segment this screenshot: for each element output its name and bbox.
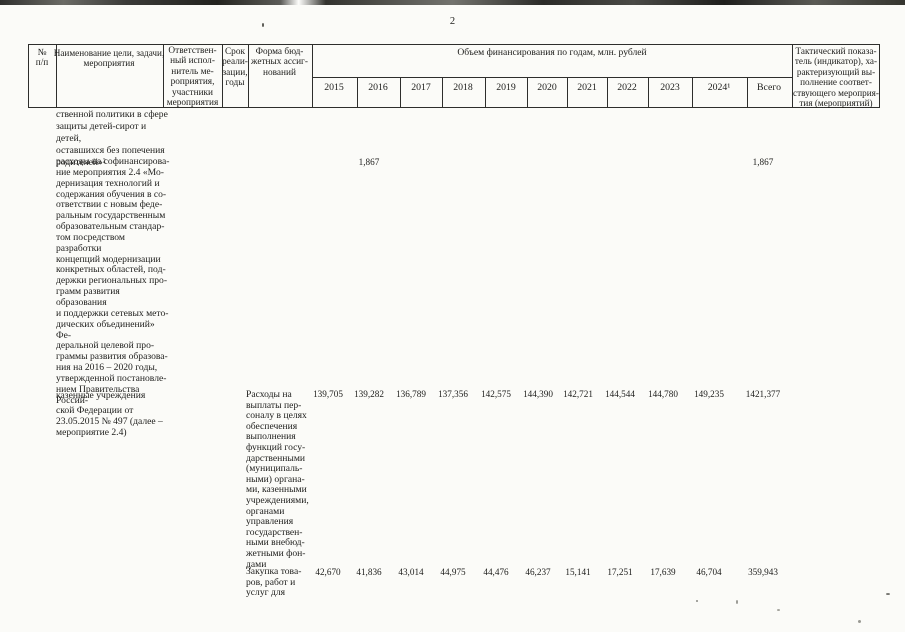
- table-gridline: [692, 77, 693, 108]
- table-gridline: [485, 77, 486, 108]
- header-cell-num: № п/п: [35, 48, 49, 69]
- header-year-label: 2023: [660, 82, 680, 93]
- header-cell-name: Наименование цели, задачи, мероприятия: [53, 48, 165, 69]
- scan-speck: [858, 620, 861, 623]
- table-gridline: [222, 44, 223, 108]
- funding-value: 17,639: [650, 567, 676, 577]
- header-cell-funding-title: Объем финансирования по годам, млн. рубл…: [457, 47, 647, 58]
- header-cell-responsible: Ответствен- ный испол- нитель ме- роприя…: [166, 46, 219, 109]
- table-gridline: [792, 44, 793, 108]
- funding-value: 46,704: [696, 567, 722, 577]
- funding-value: 136,789: [396, 389, 426, 399]
- header-year-label: 2024¹: [707, 82, 731, 93]
- funding-value: 359,943: [748, 567, 778, 577]
- table-gridline: [312, 44, 313, 108]
- table-gridline: [28, 107, 880, 108]
- header-year-label: 2017: [411, 82, 431, 93]
- scan-speck: [262, 23, 264, 27]
- table-gridline: [879, 44, 880, 108]
- header-year-label: 2019: [496, 82, 516, 93]
- funding-value: 142,575: [481, 389, 511, 399]
- row-kazennye-label: казенные учреждения: [56, 390, 146, 401]
- scan-speck: [696, 600, 698, 602]
- table-gridline: [527, 77, 528, 108]
- scan-speck: [736, 600, 738, 604]
- table-gridline: [163, 44, 164, 108]
- table-gridline: [357, 77, 358, 108]
- funding-value: 149,235: [694, 389, 724, 399]
- row-continuation-name-text: ственной политики в сфере защиты детей-с…: [56, 109, 168, 169]
- table-gridline: [28, 44, 880, 45]
- scan-speck: [777, 609, 780, 611]
- header-year-label: 2015: [324, 82, 344, 93]
- funding-value: 46,237: [525, 567, 551, 577]
- row-kazennye-budget-form: Расходы на выплаты пер- соналу в целях о…: [246, 389, 309, 570]
- table-gridline: [400, 77, 401, 108]
- table-gridline: [312, 77, 792, 78]
- row-measure-2-4-name-text: расходы на софинансирова- ние мероприяти…: [56, 156, 170, 439]
- funding-value: 144,780: [648, 389, 678, 399]
- row-zakupka-budget-form: Закупка това- ров, работ и услуг для: [246, 566, 302, 599]
- funding-value: 17,251: [607, 567, 633, 577]
- page-number: 2: [449, 16, 456, 27]
- funding-value: 144,390: [523, 389, 553, 399]
- funding-value: 142,721: [563, 389, 593, 399]
- table-gridline: [648, 77, 649, 108]
- scan-edge-band: [0, 0, 905, 5]
- funding-value: 1,867: [752, 157, 774, 167]
- header-year-label: 2022: [617, 82, 637, 93]
- funding-value: 139,705: [313, 389, 343, 399]
- table-gridline: [442, 77, 443, 108]
- table-gridline: [28, 44, 29, 108]
- header-year-label: 2018: [453, 82, 473, 93]
- funding-value: 137,356: [438, 389, 468, 399]
- funding-value: 43,014: [398, 567, 424, 577]
- header-year-label: 2020: [537, 82, 557, 93]
- funding-value: 15,141: [565, 567, 591, 577]
- header-cell-indicator: Тактический показа- тель (индикатор), ха…: [793, 46, 879, 109]
- funding-value: 44,975: [440, 567, 466, 577]
- header-cell-term: Срок реали- зации, годы: [222, 47, 248, 89]
- funding-value: 1421,377: [745, 389, 781, 399]
- table-gridline: [56, 44, 57, 108]
- funding-value: 139,282: [354, 389, 384, 399]
- header-year-label: Всего: [756, 82, 782, 93]
- funding-value: 1,867: [358, 157, 380, 167]
- funding-value: 44,476: [483, 567, 509, 577]
- header-cell-budget-form: Форма бюд- жетных ассиг- нований: [251, 47, 308, 78]
- scan-speck: [886, 593, 890, 595]
- table-gridline: [607, 77, 608, 108]
- funding-value: 42,670: [315, 567, 341, 577]
- table-gridline: [248, 44, 249, 108]
- funding-value: 41,836: [356, 567, 382, 577]
- header-year-label: 2021: [577, 82, 597, 93]
- table-gridline: [567, 77, 568, 108]
- header-year-label: 2016: [368, 82, 388, 93]
- funding-value: 144,544: [605, 389, 635, 399]
- table-gridline: [747, 77, 748, 108]
